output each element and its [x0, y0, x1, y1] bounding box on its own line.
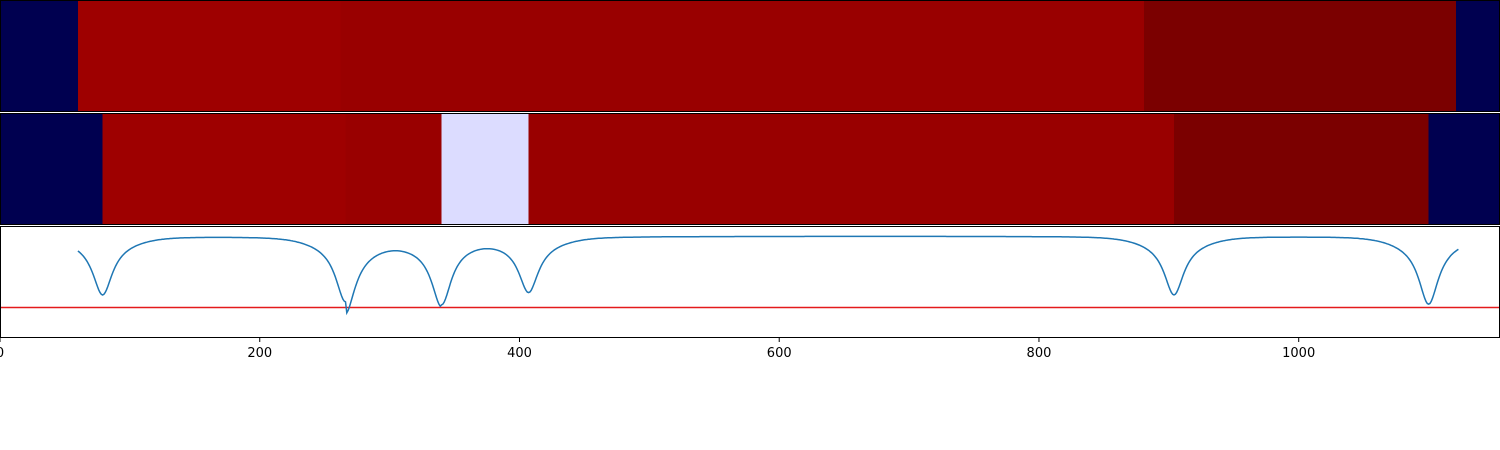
heatmap-row-top — [0, 0, 1500, 112]
heatmap-top-segment-2 — [340, 0, 1145, 112]
x-tick-label-600: 600 — [767, 346, 792, 361]
heatmap-middle-segment-3 — [441, 113, 529, 225]
heatmap-middle-segment-2 — [345, 113, 442, 225]
heatmap-top-segment-1 — [77, 0, 341, 112]
x-tick-label-1000: 1000 — [1282, 346, 1315, 361]
heatmap-row-middle — [0, 113, 1500, 225]
heatmap-middle-segment-0 — [0, 113, 103, 225]
heatmap-middle-segment-5 — [1174, 113, 1429, 225]
heatmap-top-segment-3 — [1144, 0, 1456, 112]
line-plot — [0, 235, 1500, 316]
heatmap-middle-segment-6 — [1428, 113, 1500, 225]
series-line — [77, 235, 1459, 316]
heatmap-middle-segment-4 — [528, 113, 1175, 225]
heatmap-middle-segment-1 — [102, 113, 346, 225]
heatmap-top-segment-0 — [0, 0, 78, 112]
x-tick-label-400: 400 — [507, 346, 532, 361]
x-tick-label-200: 200 — [247, 346, 272, 361]
x-tick-label-800: 800 — [1027, 346, 1052, 361]
x-axis: 0 200 400 600 800 1000 — [0, 338, 1315, 361]
heatmap-top-segment-4 — [1455, 0, 1500, 112]
frame-line — [0, 226, 1500, 338]
x-tick-label-0: 0 — [0, 346, 4, 361]
